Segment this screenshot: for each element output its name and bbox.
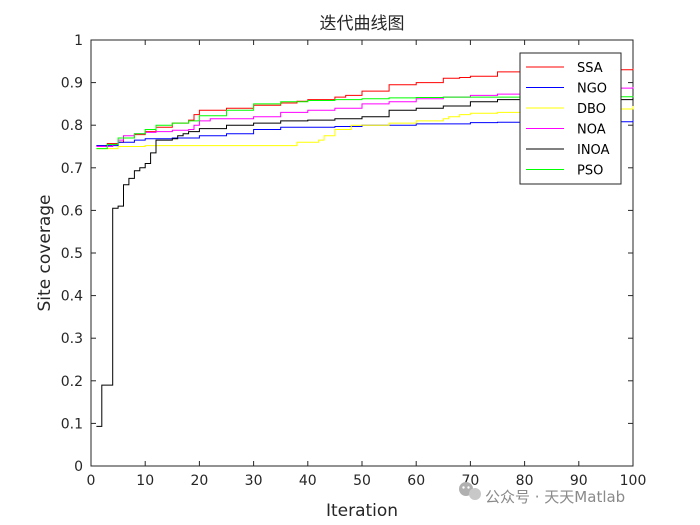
legend-label-ssa: SSA <box>577 61 603 76</box>
y-tick-label: 0.2 <box>61 374 83 390</box>
watermark-text: 公众号 · 天天Matlab <box>485 488 625 506</box>
x-tick-label: 60 <box>407 473 425 489</box>
legend-label-ngo: NGO <box>577 82 607 97</box>
x-tick-label: 20 <box>190 473 208 489</box>
legend-label-noa: NOA <box>577 123 606 138</box>
series-line-dbo <box>96 106 634 150</box>
legend-box <box>519 52 622 185</box>
series-lines <box>96 68 634 427</box>
legend-label-dbo: DBO <box>577 102 606 117</box>
legend-label-pso: PSO <box>577 164 603 179</box>
y-tick-label: 0.5 <box>61 246 83 262</box>
x-tick-label: 50 <box>353 473 371 489</box>
legend: SSA NGO DBO NOA INOA PSO <box>519 52 622 185</box>
series-line-ngo <box>96 120 634 147</box>
legend-label-inoa: INOA <box>577 143 610 158</box>
y-tick-label: 0.1 <box>61 416 83 432</box>
y-tick-label: 0.4 <box>61 289 83 305</box>
y-tick-label: 0 <box>74 459 83 475</box>
x-tick-label: 10 <box>136 473 154 489</box>
chart-title: 迭代曲线图 <box>320 14 405 34</box>
x-tick-label: 0 <box>87 473 96 489</box>
x-tick-label: 30 <box>245 473 263 489</box>
watermark: 公众号 · 天天Matlab <box>459 482 625 506</box>
series-line-inoa <box>96 97 634 427</box>
x-tick-label: 90 <box>570 473 588 489</box>
x-axis-label: Iteration <box>326 501 398 521</box>
y-tick-label: 1 <box>74 33 83 49</box>
series-line-ssa <box>96 68 634 147</box>
y-axis-label: Site coverage <box>35 195 55 312</box>
y-tick-label: 0.9 <box>61 76 83 92</box>
x-tick-label: 40 <box>299 473 317 489</box>
y-tick-label: 0.8 <box>61 118 83 134</box>
y-tick-label: 0.6 <box>61 203 83 219</box>
x-axis: 0 10 20 30 40 50 60 70 80 90 100 <box>87 40 647 489</box>
x-tick-label: 80 <box>516 473 534 489</box>
x-tick-label: 100 <box>620 473 647 489</box>
y-tick-label: 0.3 <box>61 331 83 347</box>
series-line-pso <box>96 96 634 150</box>
y-axis: 0 0.1 0.2 0.3 0.4 0.5 0.6 0.7 0.8 0.9 1 <box>61 33 633 475</box>
wechat-icon <box>459 482 481 500</box>
y-tick-label: 0.7 <box>61 161 83 177</box>
